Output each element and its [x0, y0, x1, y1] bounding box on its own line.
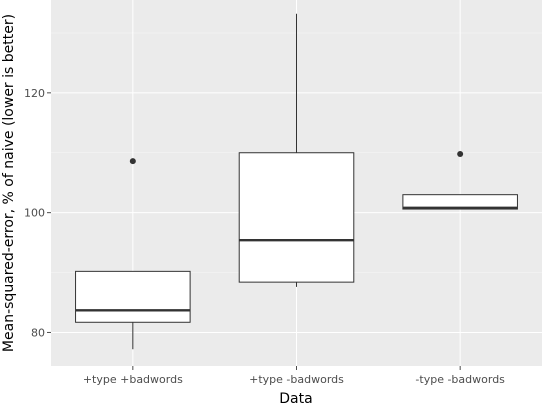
box-group [402, 150, 518, 210]
x-axis-title: Data [279, 391, 312, 404]
box-iqr [75, 270, 191, 323]
boxes-layer [75, 13, 518, 350]
box-group [238, 13, 355, 287]
outlier-point [457, 150, 464, 157]
y-axis-title: Mean-squared-error, % of naive (lower is… [1, 14, 17, 352]
y-tick-label: 100 [24, 207, 45, 220]
box-iqr [238, 152, 355, 283]
x-tick-label: +type +badwords [83, 373, 183, 386]
y-tick-label: 120 [24, 87, 45, 100]
outlier-point [129, 158, 136, 165]
box-group [75, 158, 191, 350]
axes-layer: 80 100 120 +type +badwords +type -badwords -t… [24, 87, 505, 386]
x-tick-label: -type -badwords [415, 373, 505, 386]
y-tick-label: 80 [31, 326, 45, 339]
x-tick-label: +type -badwords [249, 373, 344, 386]
